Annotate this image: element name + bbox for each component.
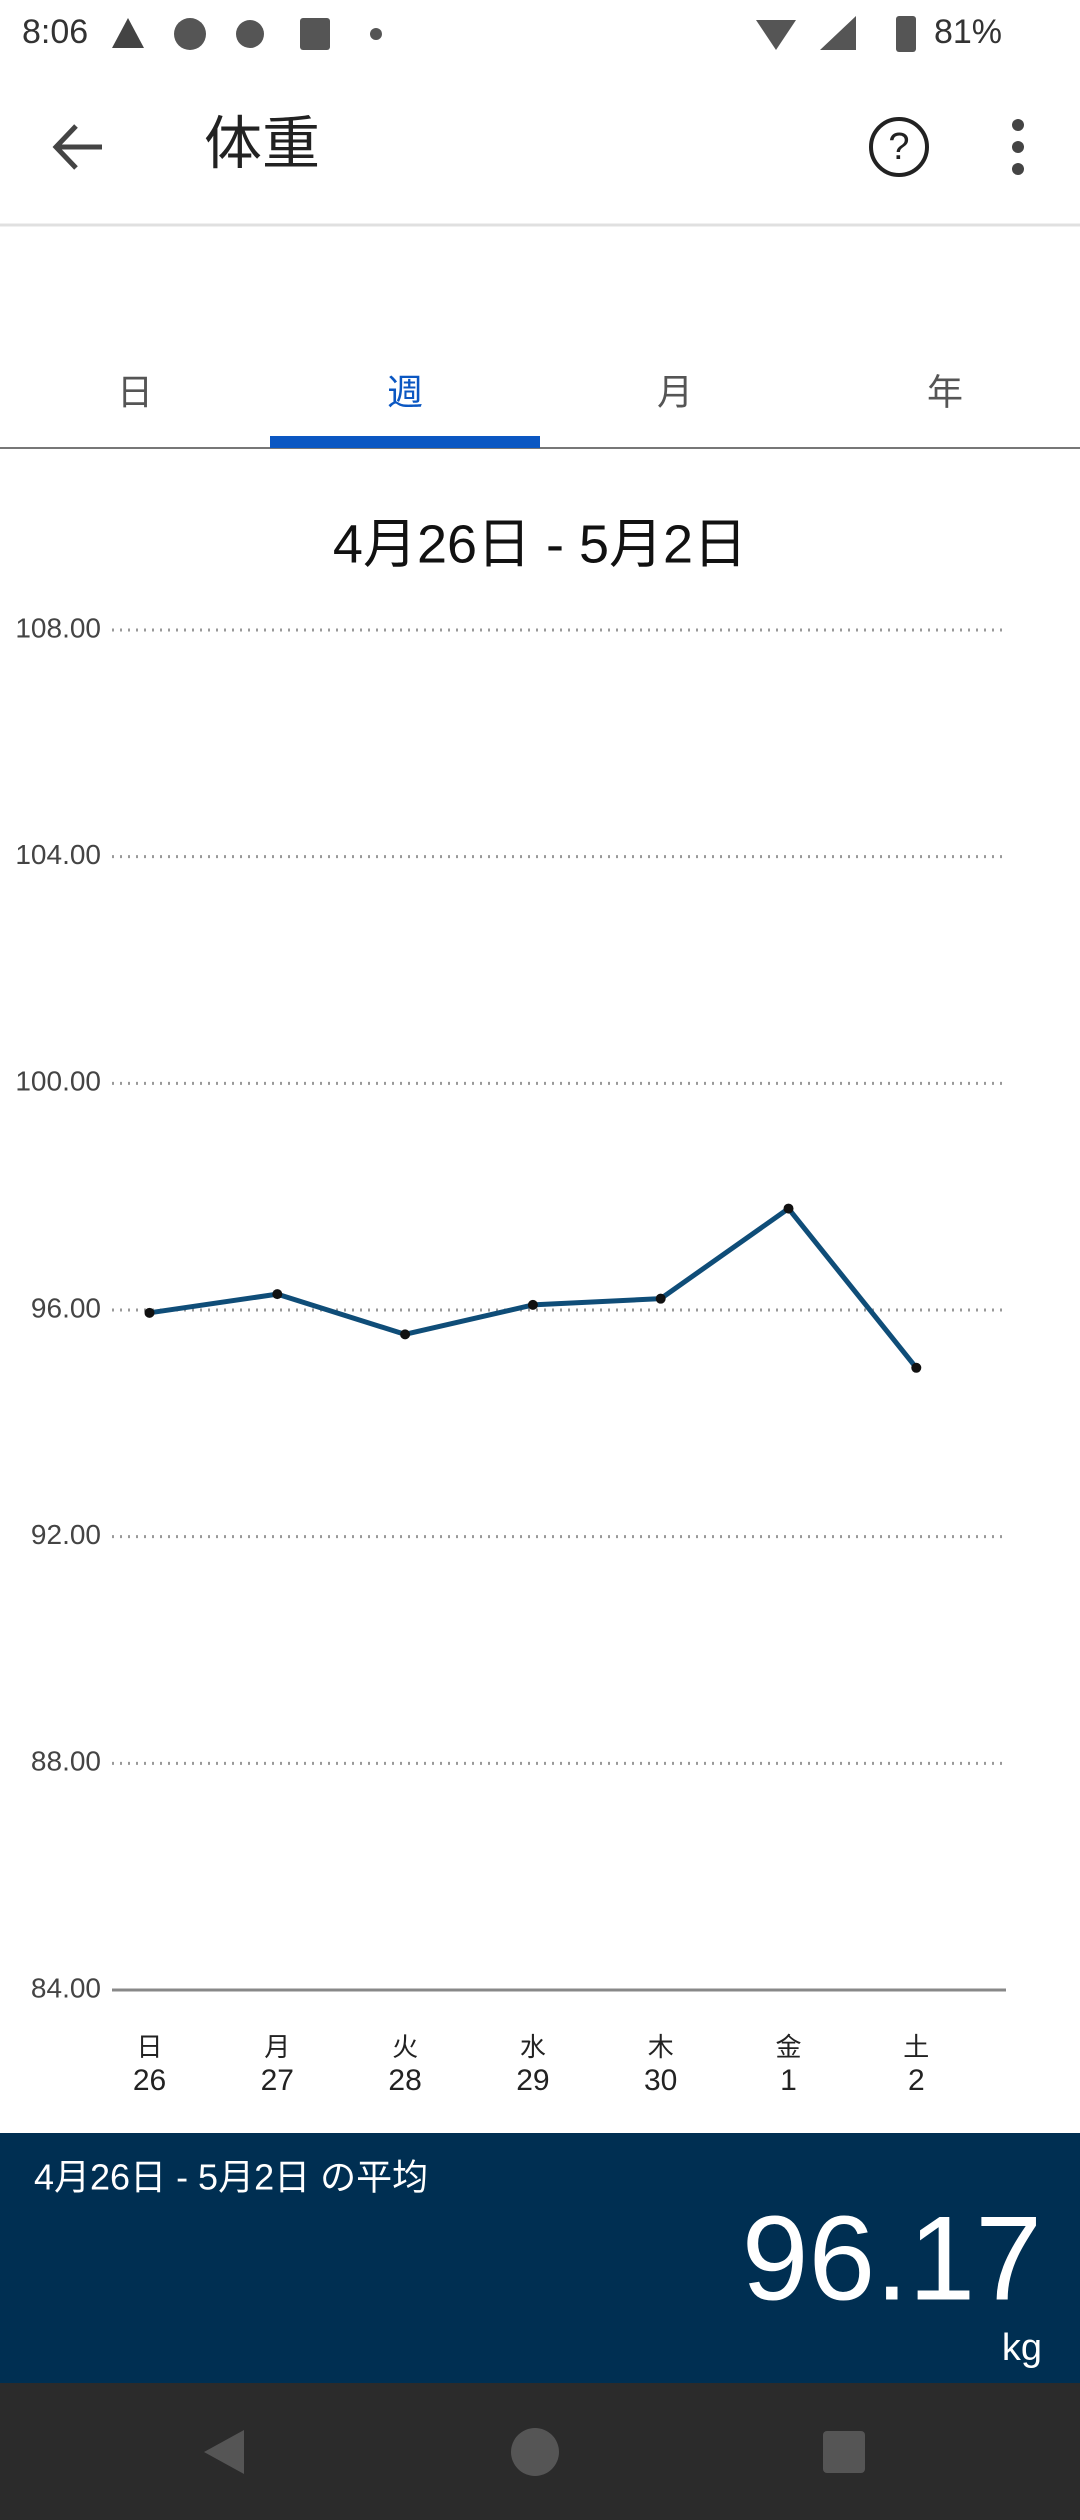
y-tick-label: 88.00 bbox=[31, 1746, 101, 1777]
summary-unit: kg bbox=[1002, 2327, 1042, 2369]
app-icon bbox=[236, 20, 264, 48]
data-point bbox=[527, 1299, 538, 1310]
help-button[interactable]: ? bbox=[869, 117, 929, 177]
data-point bbox=[911, 1362, 922, 1373]
x-tick-weekday: 土 bbox=[903, 2032, 929, 2062]
tab[interactable]: 日 bbox=[117, 372, 153, 413]
summary-value: 96.17 bbox=[742, 2192, 1042, 2326]
signal-icon bbox=[820, 16, 856, 50]
x-tick-weekday: 日 bbox=[136, 2032, 162, 2062]
y-tick-label: 100.00 bbox=[15, 1066, 101, 1097]
nav-back[interactable] bbox=[204, 2430, 244, 2474]
app-icon bbox=[300, 18, 330, 50]
tab-indicator bbox=[270, 436, 540, 448]
wifi-icon bbox=[756, 20, 796, 50]
app-bar bbox=[0, 68, 1080, 225]
x-tick-label: 26 bbox=[133, 2064, 166, 2097]
x-tick-weekday: 火 bbox=[392, 2032, 418, 2062]
summary-panel bbox=[0, 2133, 1080, 2383]
x-tick-label: 2 bbox=[908, 2064, 925, 2097]
x-tick-weekday: 水 bbox=[520, 2032, 546, 2062]
nav-recents[interactable] bbox=[823, 2431, 865, 2473]
data-line bbox=[149, 1206, 919, 1370]
tab[interactable]: 月 bbox=[657, 372, 693, 413]
y-tick-label: 92.00 bbox=[31, 1519, 101, 1550]
notification-dot bbox=[370, 28, 382, 40]
chart-title: 4月26日 - 5月2日 bbox=[333, 514, 747, 574]
warning-icon bbox=[112, 18, 144, 48]
data-point bbox=[272, 1289, 283, 1300]
y-tick-label: 108.00 bbox=[15, 612, 101, 643]
battery-level: 81% bbox=[934, 13, 1002, 51]
y-tick-label: 104.00 bbox=[15, 839, 101, 870]
nav-home[interactable] bbox=[511, 2428, 559, 2476]
status-time: 8:06 bbox=[22, 13, 88, 51]
app-title: 体重 bbox=[204, 111, 320, 176]
back-button[interactable] bbox=[52, 124, 102, 170]
menu-button[interactable] bbox=[1012, 119, 1024, 175]
x-tick-label: 1 bbox=[780, 2064, 797, 2097]
x-tick-weekday: 月 bbox=[264, 2032, 290, 2062]
svg-text:?: ? bbox=[888, 126, 909, 168]
tab[interactable]: 年 bbox=[927, 372, 963, 413]
battery-icon bbox=[896, 16, 916, 52]
data-point bbox=[400, 1329, 411, 1340]
x-tick-label: 27 bbox=[261, 2064, 294, 2097]
status-bar bbox=[0, 0, 1080, 68]
x-tick-weekday: 金 bbox=[775, 2032, 801, 2062]
y-tick-label: 84.00 bbox=[31, 1972, 101, 2003]
x-tick-label: 29 bbox=[516, 2064, 549, 2097]
data-point bbox=[655, 1293, 666, 1304]
y-tick-label: 96.00 bbox=[31, 1292, 101, 1323]
summary-label: 4月26日 - 5月2日 の平均 bbox=[34, 2157, 428, 2198]
data-point bbox=[783, 1203, 794, 1214]
app-icon bbox=[174, 18, 206, 50]
data-point bbox=[144, 1307, 155, 1318]
x-tick-label: 28 bbox=[388, 2064, 421, 2097]
x-tick-weekday: 木 bbox=[648, 2032, 674, 2062]
tab[interactable]: 週 bbox=[387, 372, 423, 413]
x-tick-label: 30 bbox=[644, 2064, 677, 2097]
